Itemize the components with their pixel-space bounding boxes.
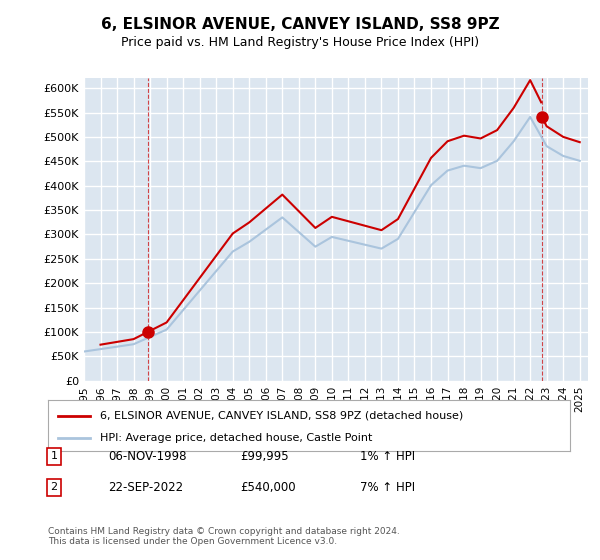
Text: 1: 1 bbox=[50, 451, 58, 461]
Text: 7% ↑ HPI: 7% ↑ HPI bbox=[360, 480, 415, 494]
Text: 1: 1 bbox=[0, 559, 1, 560]
Text: 6, ELSINOR AVENUE, CANVEY ISLAND, SS8 9PZ: 6, ELSINOR AVENUE, CANVEY ISLAND, SS8 9P… bbox=[101, 17, 499, 32]
Text: 1% ↑ HPI: 1% ↑ HPI bbox=[360, 450, 415, 463]
Text: HPI: Average price, detached house, Castle Point: HPI: Average price, detached house, Cast… bbox=[100, 433, 373, 443]
Text: 06-NOV-1998: 06-NOV-1998 bbox=[108, 450, 187, 463]
Text: £540,000: £540,000 bbox=[240, 480, 296, 494]
Text: 2: 2 bbox=[50, 482, 58, 492]
Text: 22-SEP-2022: 22-SEP-2022 bbox=[108, 480, 183, 494]
Text: Contains HM Land Registry data © Crown copyright and database right 2024.
This d: Contains HM Land Registry data © Crown c… bbox=[48, 526, 400, 546]
Text: Price paid vs. HM Land Registry's House Price Index (HPI): Price paid vs. HM Land Registry's House … bbox=[121, 36, 479, 49]
Text: 2: 2 bbox=[0, 559, 1, 560]
Text: 6, ELSINOR AVENUE, CANVEY ISLAND, SS8 9PZ (detached house): 6, ELSINOR AVENUE, CANVEY ISLAND, SS8 9P… bbox=[100, 410, 463, 421]
Text: £99,995: £99,995 bbox=[240, 450, 289, 463]
